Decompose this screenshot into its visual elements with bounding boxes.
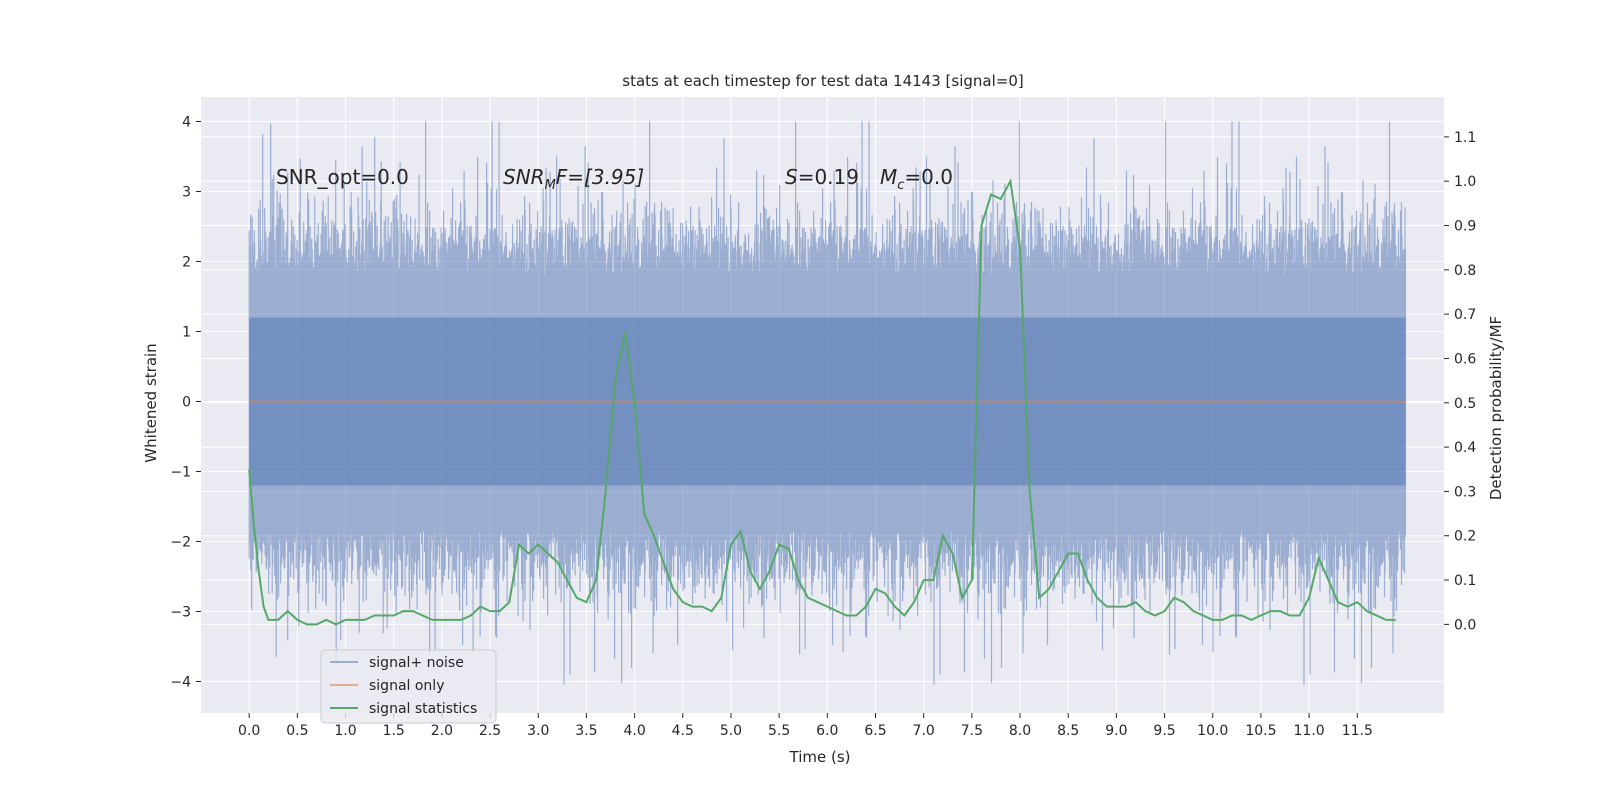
x-tick-label: 9.5 [1153,723,1175,739]
annotation-snr-mf: SNRMF=[3.95] [503,165,644,193]
y-left-tick-label: −3 [170,605,191,621]
s-var: S [785,165,798,189]
y-right-tick-label: 0.4 [1454,440,1476,456]
y-left-tick-label: −4 [170,675,191,691]
legend-box [320,649,497,724]
x-axis-label: Time (s) [789,748,851,766]
y-left-tick-label: 0 [182,395,191,411]
x-tick-label: 0.0 [238,723,260,739]
y-left-tick-label: 2 [182,255,191,271]
y-left-tick-label: −1 [170,465,191,481]
y-right-tick-label: 1.1 [1454,130,1476,146]
chart-title: stats at each timestep for test data 141… [622,72,1023,90]
x-tick-label: 2.0 [431,723,453,739]
mc-sub: c [897,178,904,193]
y-right-tick-label: 0.6 [1454,351,1476,367]
legend-label-noise: signal+ noise [369,655,464,671]
x-tick-label: 4.0 [623,723,645,739]
y-left-tick-label: 3 [182,185,191,201]
x-tick-label: 8.5 [1057,723,1079,739]
legend-label-signal-only: signal only [369,678,444,694]
annotation-mc: Mc=0.0 [880,165,953,193]
mc-var: M [880,165,897,189]
y-right-tick-label: 0.5 [1454,396,1476,412]
y-right-tick-label: 0.2 [1454,529,1476,545]
annotation-s: S=0.19 [785,165,859,189]
y-right-tick-label: 0.9 [1454,219,1476,235]
y-right-tick-label: 0.0 [1454,617,1476,633]
snr-mf-sub: M [545,178,556,193]
series-signal-statistics [248,178,1396,626]
x-tick-label: 6.0 [816,723,838,739]
x-tick-label: 1.0 [334,723,356,739]
x-tick-label: 6.5 [864,723,886,739]
annotation-snr-opt: SNR_opt=0.0 [276,165,409,189]
y-left-tick-label: −2 [170,535,191,551]
snr-mf-rest: F=[3.95] [556,165,644,189]
x-tick-label: 10.5 [1245,723,1276,739]
series-group [248,121,1407,685]
x-tick-label: 10.0 [1197,723,1228,739]
legend: signal+ noise signal only signal statist… [320,649,497,724]
x-tick-label: 2.5 [479,723,501,739]
y-left-axis-ticks: −4 −3 −2 −1 0 1 2 3 4 [170,115,201,691]
y-right-tick-label: 0.1 [1454,573,1476,589]
x-tick-label: 1.5 [383,723,405,739]
y-right-axis-label: Detection probability/MF [1487,316,1505,500]
x-tick-label: 11.5 [1342,723,1373,739]
snr-mf-base: SNR [503,165,545,189]
x-tick-label: 5.0 [720,723,742,739]
y-left-tick-label: 1 [182,325,191,341]
x-tick-label: 7.0 [913,723,935,739]
y-right-tick-label: 1.0 [1454,174,1476,190]
x-tick-label: 4.5 [672,723,694,739]
y-right-tick-label: 0.8 [1454,263,1476,279]
x-tick-label: 3.0 [527,723,549,739]
x-axis-ticks: 0.0 0.5 1.0 1.5 2.0 2.5 3.0 3.5 4.0 4.5 5.0 5.5 6.0 6… [238,713,1373,739]
s-value: =0.19 [798,165,859,189]
x-tick-label: 7.5 [961,723,983,739]
x-tick-label: 5.5 [768,723,790,739]
x-tick-label: 9.0 [1105,723,1127,739]
mc-rest: =0.0 [904,165,953,189]
x-tick-label: 0.5 [286,723,308,739]
y-right-tick-label: 0.7 [1454,307,1476,323]
x-tick-label: 3.5 [575,723,597,739]
y-right-axis-ticks: 0.0 0.1 0.2 0.3 0.4 0.5 0.6 0.7 0.8 0.9 1.0 1.1 [1444,130,1476,633]
y-right-tick-label: 0.3 [1454,484,1476,500]
x-tick-label: 11.0 [1294,723,1325,739]
legend-label-statistics: signal statistics [369,701,477,717]
y-left-axis-label: Whitened strain [142,343,160,462]
y-left-tick-label: 4 [182,115,191,131]
x-tick-label: 8.0 [1009,723,1031,739]
